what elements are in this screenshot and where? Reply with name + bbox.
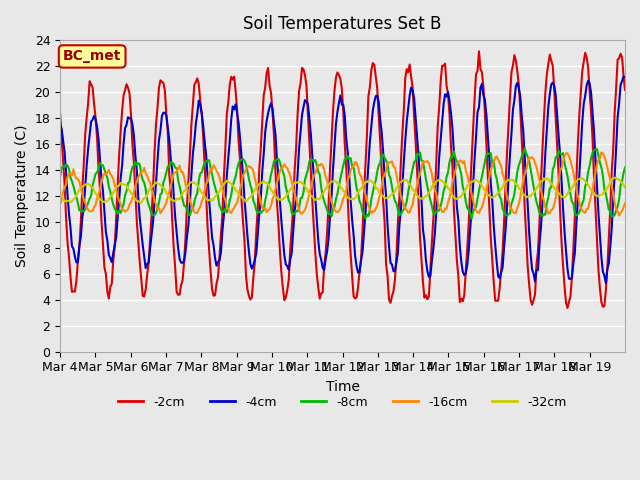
-16cm (56, 201, 64, 207)
-16cm (347, 167, 355, 173)
-4cm (621, 74, 629, 80)
Line: -4cm: -4cm (60, 77, 625, 283)
-4cm (56, 120, 64, 126)
-4cm (543, 127, 550, 133)
-32cm (76, 187, 83, 192)
-4cm (459, 269, 467, 275)
-8cm (93, 169, 101, 175)
-16cm (621, 200, 629, 206)
-2cm (545, 61, 552, 67)
-2cm (459, 299, 467, 304)
-16cm (459, 160, 467, 166)
Line: -8cm: -8cm (60, 148, 625, 219)
-4cm (618, 78, 626, 84)
-2cm (76, 245, 83, 251)
-32cm (138, 200, 145, 206)
Legend: -2cm, -4cm, -8cm, -16cm, -32cm: -2cm, -4cm, -8cm, -16cm, -32cm (113, 391, 572, 414)
-16cm (615, 213, 623, 218)
-32cm (93, 193, 101, 199)
-8cm (56, 174, 64, 180)
-32cm (460, 189, 468, 195)
-8cm (347, 156, 355, 161)
-8cm (621, 165, 629, 170)
-8cm (546, 185, 554, 191)
-4cm (93, 123, 101, 129)
-8cm (521, 145, 529, 151)
-16cm (620, 204, 627, 210)
-8cm (76, 207, 83, 213)
-8cm (459, 184, 467, 190)
-16cm (598, 149, 605, 155)
X-axis label: Time: Time (326, 380, 360, 394)
-8cm (468, 216, 476, 222)
Y-axis label: Soil Temperature (C): Soil Temperature (C) (15, 125, 29, 267)
-2cm (475, 48, 483, 54)
Text: BC_met: BC_met (63, 49, 122, 63)
Line: -32cm: -32cm (60, 178, 625, 203)
-16cm (76, 179, 83, 184)
Line: -2cm: -2cm (60, 51, 625, 308)
-2cm (564, 305, 572, 311)
-32cm (545, 176, 552, 182)
-8cm (620, 170, 627, 176)
-16cm (93, 195, 101, 201)
-2cm (620, 73, 627, 79)
-32cm (612, 175, 620, 180)
-32cm (348, 196, 356, 202)
-32cm (620, 182, 627, 188)
Line: -16cm: -16cm (60, 152, 625, 216)
-4cm (76, 243, 83, 249)
-16cm (543, 206, 550, 212)
-2cm (347, 252, 355, 258)
-4cm (602, 280, 610, 286)
-2cm (93, 134, 101, 140)
Title: Soil Temperatures Set B: Soil Temperatures Set B (243, 15, 442, 33)
-2cm (56, 111, 64, 117)
-32cm (621, 184, 629, 190)
-4cm (620, 74, 627, 80)
-32cm (56, 190, 64, 196)
-4cm (347, 198, 355, 204)
-2cm (621, 87, 629, 93)
